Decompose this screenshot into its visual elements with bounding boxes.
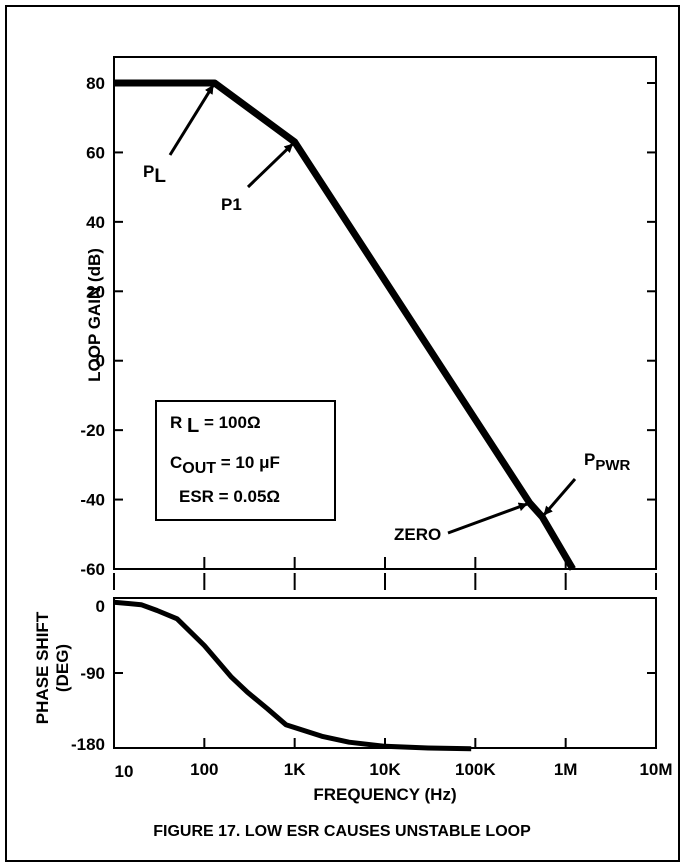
gain-y-tick-label: -60 [80,560,105,579]
phase-plot-frame [113,597,657,749]
phase-shift-line [113,599,472,752]
x-tick-label: 100K [455,760,496,779]
gain-y-axis-label: LOOP GAIN (dB) [85,248,104,382]
phase-y-tick-label: -180 [71,735,105,754]
x-tick-label: 10K [369,760,401,779]
figure-caption: FIGURE 17. LOW ESR CAUSES UNSTABLE LOOP [153,823,531,840]
param-esr: ESR = 0.05Ω [179,487,280,506]
phase-y-ticks: 0 -90 -180 [71,597,656,754]
param-rl: R L = 100Ω [170,413,261,437]
phase-shift-series [113,599,472,752]
x-tick-label: 10M [639,760,672,779]
x-tick-label: 100 [190,760,218,779]
x-axis-label: FREQUENCY (Hz) [313,785,456,804]
gain-y-tick-label: 60 [86,143,105,162]
gain-y-tick-label: 0 [96,352,105,371]
phase-y-tick-label: -90 [80,664,105,683]
annotation-ppwr-arrow [543,478,577,516]
annotation-p1-arrow [246,143,294,189]
x-tick-label: 1M [554,760,578,779]
annotation-pl-label: PL [143,162,166,187]
loop-gain-series [114,79,576,571]
parameter-box: R L = 100Ω COUT = 10 μF ESR = 0.05Ω [155,400,336,521]
phase-y-tick-label: 0 [96,597,105,616]
annotation-pl-arrow [168,84,215,156]
annotation-ppwr-label: PPWR [584,450,631,474]
gain-y-tick-label: 20 [86,282,105,301]
figure-frame [5,5,680,862]
parameter-box-frame [155,400,336,521]
gain-annotations: PL P1 ZERO PPWR [143,84,631,544]
phase-y-axis-label-line1: PHASE SHIFT [33,611,52,724]
annotation-zero-arrow [447,502,528,535]
annotation-p1-label: P1 [221,195,242,214]
x-tick-label: 10 [115,762,134,781]
param-cout: COUT = 10 μF [170,453,280,477]
phase-y-axis-label-line2: (DEG) [53,644,72,692]
gain-y-tick-label: -20 [80,421,105,440]
gain-y-tick-label: 80 [86,74,105,93]
gain-y-tick-label: 40 [86,213,105,232]
gain-y-ticks: 80 60 40 20 0 -20 -40 -60 [80,74,656,579]
gain-y-tick-label: -40 [80,491,105,510]
loop-gain-line [114,79,576,571]
x-tick-label: 1K [284,760,306,779]
annotation-zero-label: ZERO [394,525,441,544]
